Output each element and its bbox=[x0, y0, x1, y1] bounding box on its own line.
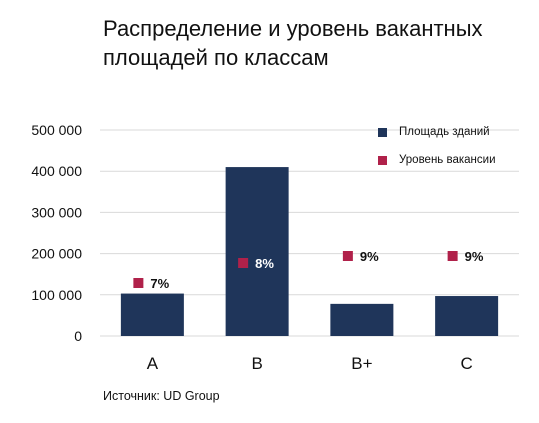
chart-title: Распределение и уровень вакантных площад… bbox=[103, 16, 483, 70]
y-tick-label: 400 000 bbox=[31, 163, 82, 179]
x-tick-label: A bbox=[147, 354, 159, 373]
legend-label-vacancy: Уровень вакансии bbox=[399, 154, 496, 166]
vacancy-data-label: 9% bbox=[360, 249, 379, 264]
x-tick-label: B bbox=[251, 354, 262, 373]
x-tick-label: C bbox=[460, 354, 472, 373]
bar bbox=[435, 296, 499, 336]
source-note: Источник: UD Group bbox=[103, 389, 220, 403]
y-tick-label: 300 000 bbox=[31, 204, 82, 220]
legend-label-area: Площадь зданий bbox=[399, 126, 490, 138]
bar bbox=[330, 303, 394, 336]
vacancy-marker bbox=[238, 258, 249, 268]
legend-item-vacancy: Уровень вакансии bbox=[378, 146, 496, 174]
legend: Площадь зданий Уровень вакансии bbox=[378, 118, 496, 174]
y-tick-label: 500 000 bbox=[31, 122, 82, 138]
y-tick-label: 0 bbox=[74, 328, 82, 344]
legend-swatch-vacancy bbox=[378, 155, 387, 165]
vacancy-marker bbox=[133, 278, 144, 288]
bar bbox=[120, 293, 184, 336]
legend-item-area: Площадь зданий bbox=[378, 118, 496, 146]
vacancy-marker bbox=[342, 251, 353, 261]
bar bbox=[225, 167, 289, 336]
x-tick-label: B+ bbox=[351, 354, 372, 373]
vacancy-data-label: 7% bbox=[150, 276, 169, 291]
y-tick-label: 200 000 bbox=[31, 246, 82, 262]
vacancy-data-label: 8% bbox=[255, 256, 274, 271]
legend-swatch-area bbox=[378, 127, 387, 137]
vacancy-marker bbox=[447, 251, 458, 261]
vacancy-data-label: 9% bbox=[465, 249, 484, 264]
y-tick-label: 100 000 bbox=[31, 287, 82, 303]
